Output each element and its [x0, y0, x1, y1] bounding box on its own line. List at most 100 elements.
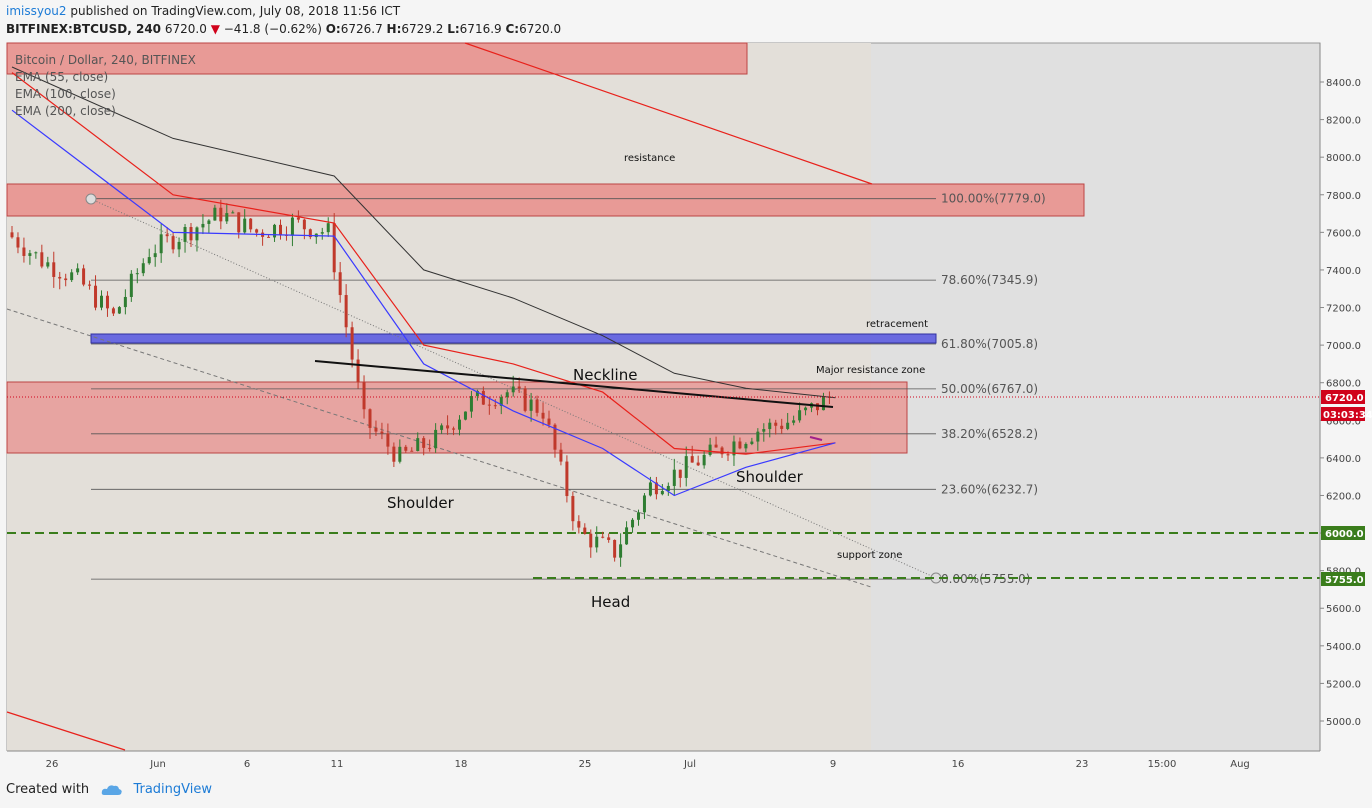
candle-down	[738, 441, 742, 449]
price-tick-label: 8200.0	[1326, 116, 1361, 127]
time-tick-label: 9	[830, 759, 836, 770]
candle-down	[577, 521, 581, 528]
candle-down	[332, 223, 336, 273]
candle-up	[648, 482, 652, 496]
candle-down	[613, 539, 617, 558]
candle-down	[571, 496, 575, 522]
retracement-zone	[90, 333, 937, 344]
support-5755-tag-text: 5755.0	[1325, 575, 1364, 586]
candle-up	[177, 241, 181, 250]
fib-anchor-start[interactable]	[85, 193, 97, 205]
legend-title: Bitcoin / Dollar, 240, BITFINEX	[15, 53, 196, 67]
candle-down	[481, 390, 485, 405]
legend-ema55: EMA (55, close)	[15, 70, 108, 84]
close-value: 6720.0	[519, 22, 562, 36]
candle-down	[380, 431, 384, 434]
candle-down	[559, 449, 563, 462]
time-tick-label: Aug	[1230, 759, 1250, 770]
time-tick-label: 6	[244, 759, 250, 770]
major-resistance-label: Major resistance zone	[816, 365, 925, 376]
candle-down	[302, 219, 306, 230]
candle-up	[768, 422, 772, 430]
candle-up	[207, 220, 211, 224]
candle-up	[195, 227, 199, 241]
fib-diagonal-line	[90, 198, 937, 579]
time-axis[interactable]	[0, 751, 1372, 773]
candle-up	[416, 438, 420, 451]
candle-up	[34, 252, 38, 254]
candle-down	[589, 533, 593, 548]
price-tick-label: 6400.0	[1326, 454, 1361, 465]
last-price-tag	[1321, 390, 1365, 404]
candle-down	[171, 236, 175, 250]
candle-up	[702, 454, 706, 466]
candle-up	[28, 253, 32, 256]
candle-down	[607, 537, 611, 540]
candle-down	[52, 262, 56, 277]
candle-down	[816, 403, 819, 411]
candle-down	[308, 229, 312, 238]
candle-up	[243, 218, 247, 233]
price-tick-label: 6800.0	[1326, 379, 1361, 390]
candle-up	[201, 223, 205, 228]
fib-level-label: 61.80%(7005.8)	[941, 337, 1038, 351]
candle-up	[183, 227, 187, 242]
legend-ema100: EMA (100, close)	[15, 87, 116, 101]
candle-down	[428, 447, 432, 449]
candle-down	[219, 207, 223, 222]
tradingview-link[interactable]: TradingView	[133, 782, 212, 797]
ohlc-header: BITFINEX:BTCUSD, 240 6720.0 ▼ −41.8 (−0.…	[6, 22, 561, 36]
candle-up	[290, 217, 294, 236]
candle-up	[463, 411, 467, 420]
candle-up	[625, 527, 629, 545]
candle-up	[595, 536, 599, 548]
price-tick-label: 8400.0	[1326, 78, 1361, 89]
candle-up	[792, 420, 796, 423]
candle-down	[696, 462, 700, 466]
candle-up	[135, 273, 139, 275]
candle-down	[583, 527, 587, 534]
candle-down	[16, 237, 20, 248]
candle-down	[410, 450, 414, 452]
candle-down	[279, 224, 282, 235]
candle-up	[631, 519, 635, 528]
price-tick-label: 6200.0	[1326, 491, 1361, 502]
candle-up	[326, 223, 330, 233]
candle-down	[714, 444, 718, 448]
candle-down	[362, 382, 366, 410]
price-tick-label: 8000.0	[1326, 153, 1361, 164]
candle-up	[141, 263, 145, 274]
candle-up	[46, 262, 50, 267]
candle-up	[159, 234, 163, 254]
candle-up	[672, 469, 676, 486]
descending-trendline	[464, 42, 873, 185]
candle-down	[40, 252, 44, 267]
created-with-text: Created with	[6, 782, 90, 797]
countdown-tag	[1321, 407, 1365, 421]
candle-down	[422, 438, 426, 448]
head-label: Head	[591, 593, 630, 611]
candle-up	[798, 410, 802, 421]
author-link[interactable]: imissyou2	[6, 4, 67, 18]
candle-down	[111, 308, 115, 314]
top-resistance-zone	[6, 42, 748, 75]
price-tick-label: 7400.0	[1326, 266, 1361, 277]
support-6000-tag-text: 6000.0	[1325, 529, 1364, 540]
price-tick-label: 5600.0	[1326, 604, 1361, 615]
candle-up	[76, 268, 80, 273]
price-tick-label: 5400.0	[1326, 642, 1361, 653]
fib-level-label: 23.60%(6232.7)	[941, 482, 1038, 496]
ema-100-line	[11, 72, 836, 455]
price-tick-label: 6600.0	[1326, 416, 1361, 427]
time-tick-label: 15:00	[1148, 759, 1177, 770]
legend-ema200: EMA (200, close)	[15, 104, 116, 118]
candle-down	[720, 447, 724, 455]
candle-up	[804, 407, 808, 411]
resistance-zone	[6, 183, 1085, 217]
open-label: O:	[325, 22, 341, 36]
ema-55-line	[11, 109, 836, 497]
candle-down	[255, 229, 259, 233]
price-tick-label: 7200.0	[1326, 304, 1361, 315]
candle-down	[64, 278, 68, 281]
